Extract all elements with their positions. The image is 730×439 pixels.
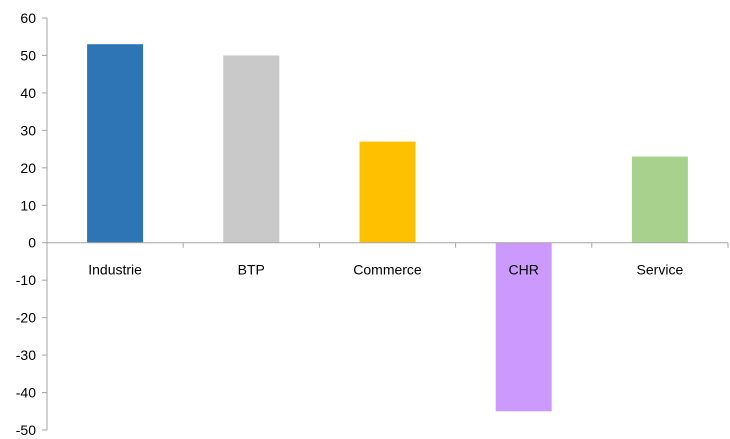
y-tick-label: -10 [16, 272, 36, 288]
bars [87, 44, 688, 412]
y-tick-label: 50 [20, 47, 36, 63]
y-tick-label: 0 [28, 235, 36, 251]
category-label: BTP [238, 262, 265, 278]
y-tick-label: -40 [16, 385, 36, 401]
bar-commerce [359, 141, 416, 243]
category-label: Industrie [88, 262, 142, 278]
x-axis: Industrie BTP Commerce CHR Service [46, 242, 729, 278]
y-tick-label: 60 [20, 10, 36, 26]
category-label: Service [637, 262, 684, 278]
y-tick-label: 10 [20, 197, 36, 213]
y-tick-label: -30 [16, 347, 36, 363]
bar-btp [223, 55, 280, 243]
y-tick-label: 40 [20, 85, 36, 101]
bar-service [631, 156, 688, 243]
y-tick-label: -50 [16, 422, 36, 438]
y-axis: -50 -40 -30 -20 -10 0 10 20 30 40 50 60 [16, 10, 48, 438]
category-label: Commerce [353, 262, 422, 278]
category-label: CHR [509, 262, 539, 278]
bar-industrie [87, 44, 144, 243]
y-tick-label: -20 [16, 310, 36, 326]
y-tick-label: 30 [20, 122, 36, 138]
y-tick-label: 20 [20, 160, 36, 176]
bar-chr [495, 242, 552, 412]
